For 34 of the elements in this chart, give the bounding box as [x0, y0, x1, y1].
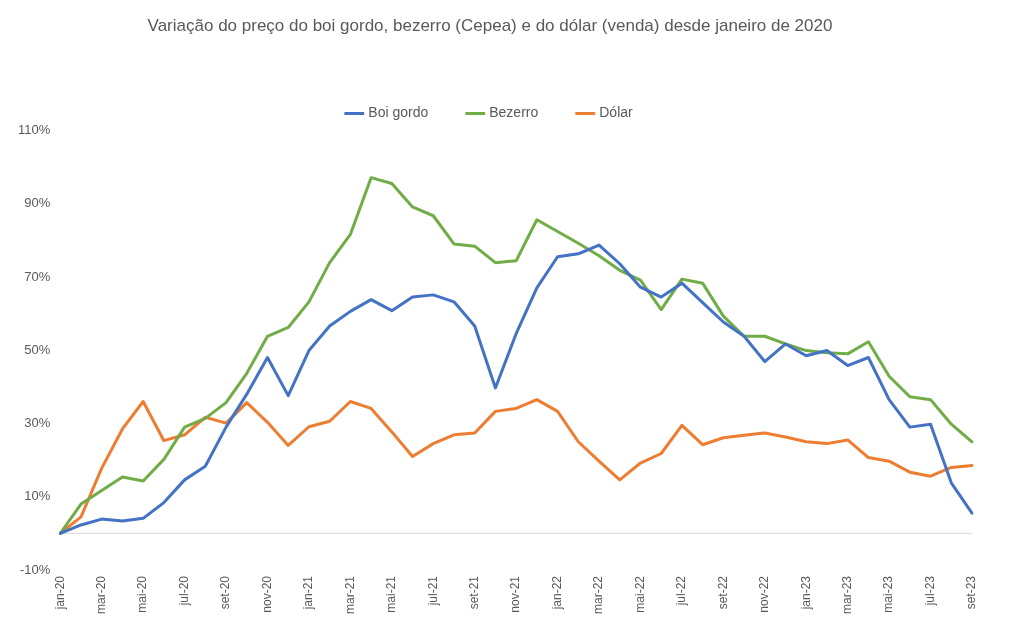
x-tick-label: jul-21: [425, 575, 440, 607]
x-tick-label: jan-22: [549, 575, 564, 611]
legend-label: Bezerro: [489, 104, 539, 121]
x-tick-label: set-22: [715, 575, 730, 610]
x-tick-label: set-20: [218, 575, 233, 610]
x-tick-label: jan-21: [301, 575, 316, 611]
x-tick-label: set-23: [964, 575, 979, 610]
legend-label: Boi gordo: [368, 104, 429, 121]
y-tick-label: 110%: [17, 121, 51, 137]
x-tick-label: mai-20: [135, 575, 150, 613]
x-tick-label: mar-21: [342, 575, 357, 615]
x-tick-label: jul-23: [922, 575, 937, 607]
y-tick-label: 50%: [24, 341, 51, 357]
x-tick-label: nov-22: [757, 575, 772, 613]
x-tick-label: jan-23: [798, 575, 813, 611]
x-tick-label: mar-22: [591, 575, 606, 615]
x-tick-label: jul-22: [674, 575, 689, 607]
y-tick-label: -10%: [19, 561, 51, 577]
x-tick-label: jul-20: [176, 575, 191, 607]
x-tick-label: nov-21: [508, 575, 523, 613]
y-tick-label: 90%: [24, 195, 51, 211]
x-tick-label: mar-23: [839, 575, 854, 615]
x-tick-label: mar-20: [94, 575, 109, 615]
x-tick-label: mai-22: [632, 575, 647, 613]
x-tick-label: nov-20: [259, 575, 274, 613]
legend-label: Dólar: [599, 104, 634, 121]
y-tick-label: 30%: [24, 415, 51, 431]
chart-title: Variação do preço do boi gordo, bezerro (Cepea) e do dólar (venda) desde janeiro de 2020: [147, 15, 833, 35]
x-tick-label: set-21: [467, 575, 482, 610]
x-tick-label: jan-20: [52, 575, 67, 611]
x-tick-label: mai-21: [384, 575, 399, 613]
x-tick-label: mai-23: [881, 575, 896, 613]
y-tick-label: 10%: [24, 488, 51, 504]
y-tick-label: 70%: [24, 268, 51, 284]
